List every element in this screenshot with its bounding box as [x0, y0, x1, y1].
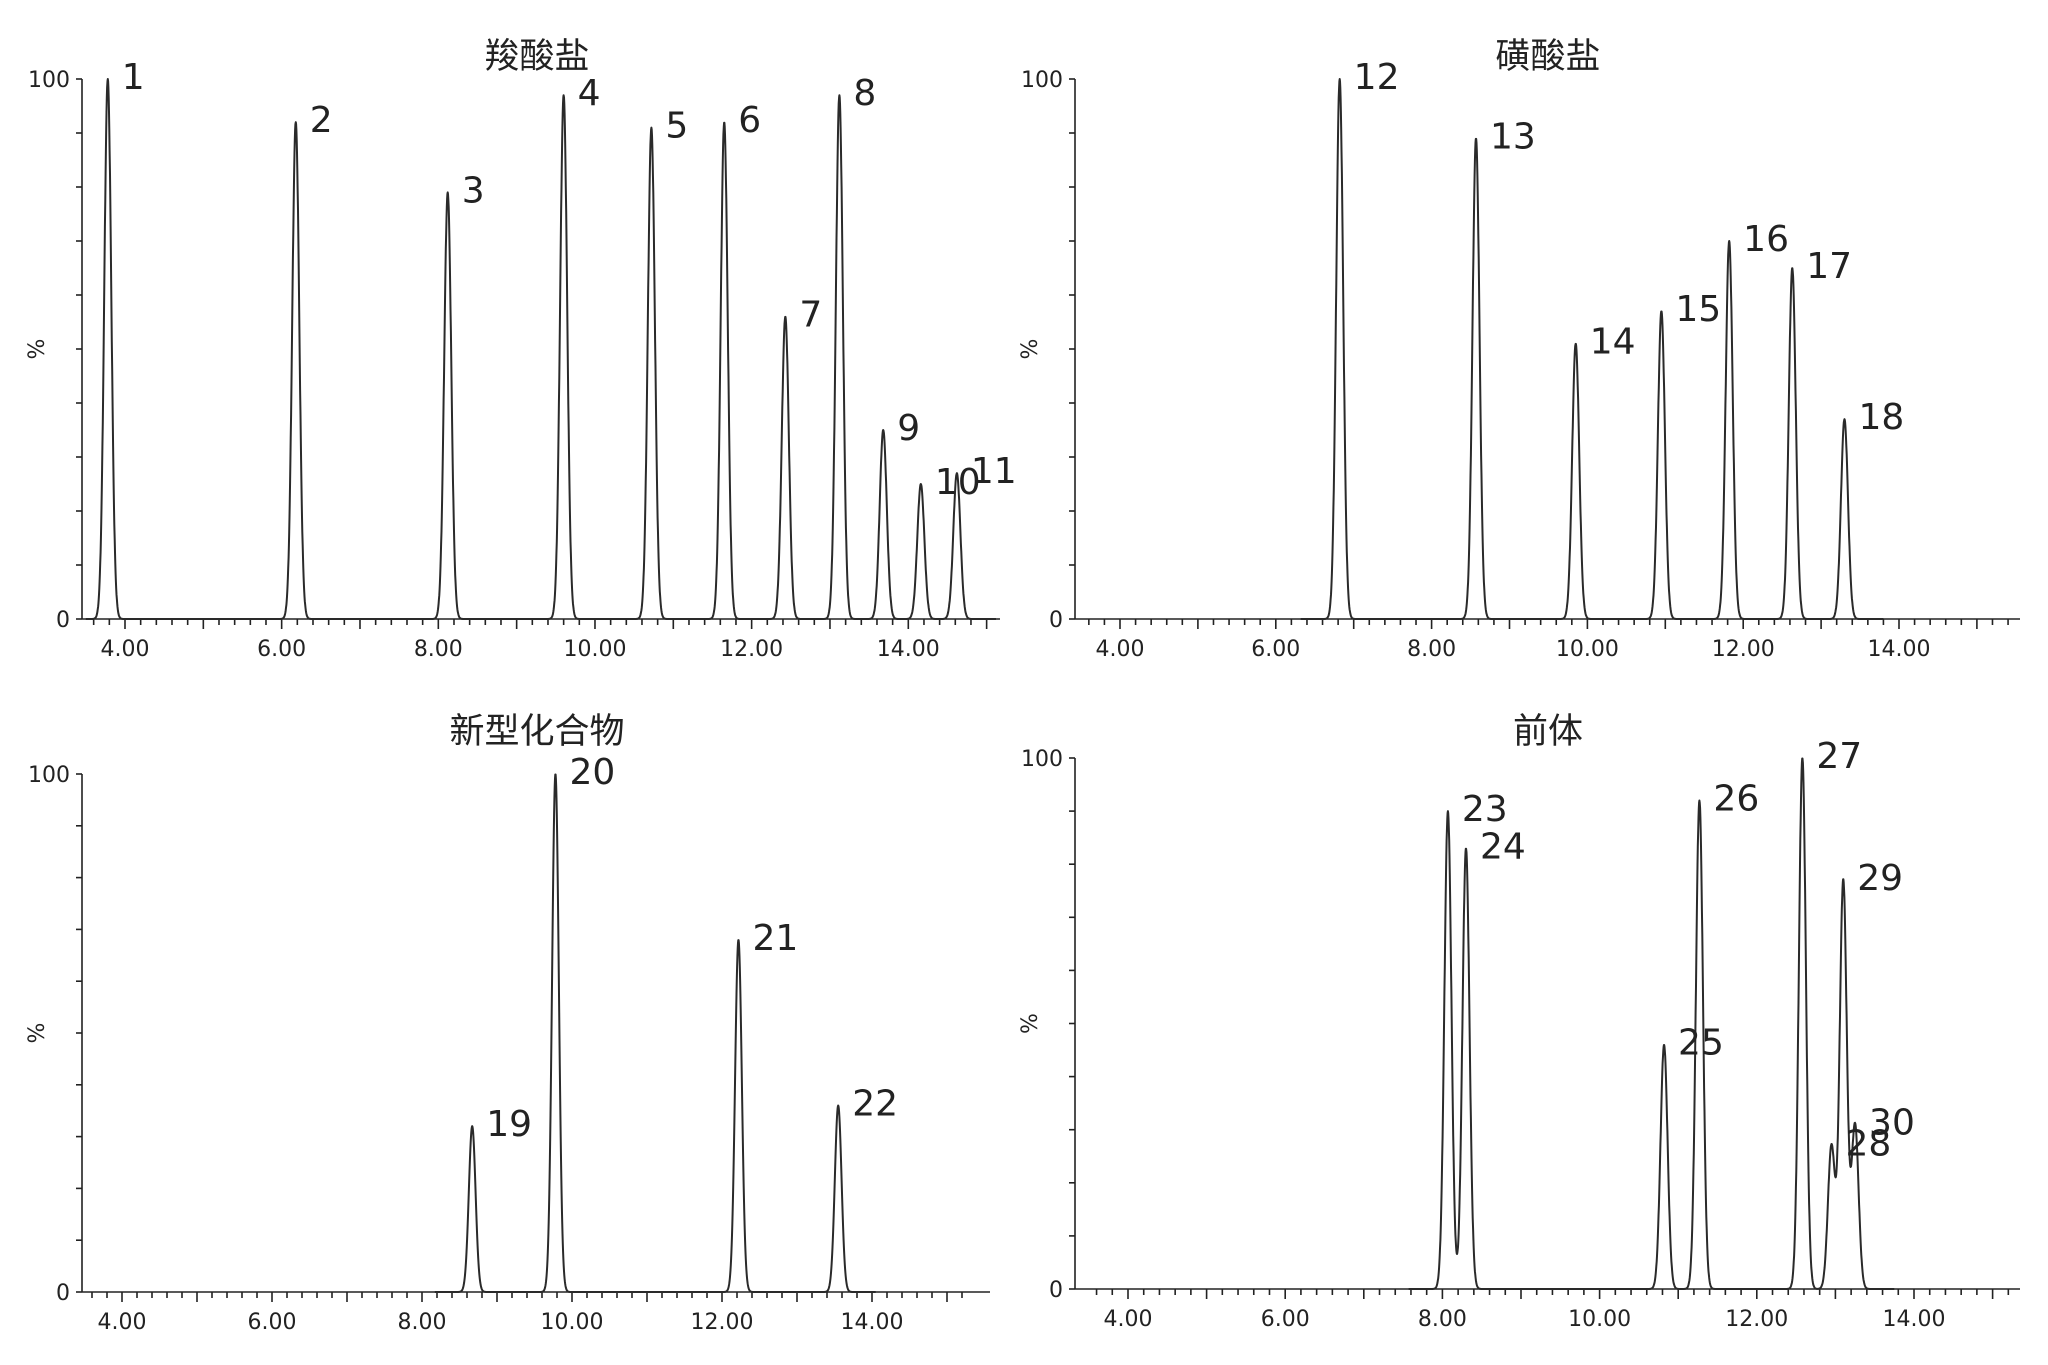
peak-label: 12: [1354, 57, 1400, 98]
peak-label: 19: [486, 1104, 532, 1145]
y-tick-label: 0: [1049, 1278, 1063, 1303]
peak-label: 5: [665, 106, 688, 147]
panel-title: 前体: [1513, 712, 1583, 752]
peak-label: 29: [1857, 858, 1903, 899]
panel-title: 磺酸盐: [1495, 37, 1600, 77]
peak-label: 1: [122, 57, 145, 98]
peak-label: 11: [971, 451, 1017, 492]
peak-label: 2: [310, 100, 333, 141]
x-tick-label: 6.00: [248, 1310, 297, 1335]
x-tick-label: 8.00: [414, 637, 463, 662]
peak-label: 30: [1869, 1102, 1915, 1143]
panel-1: 羧酸盐 0 100% 4.00 6.00 8.00 10.00 12.00 14.00 1 2 3 4 5…: [25, 37, 1017, 662]
peak-label: 24: [1480, 826, 1526, 867]
x-tick-label: 14.00: [841, 1310, 904, 1335]
panel-3: 新型化合物 0 100% 4.00 6.00 8.00 10.00 12.00 14.00 19 2…: [25, 712, 990, 1335]
x-tick-label: 14.00: [877, 637, 940, 662]
x-tick-label: 6.00: [1251, 637, 1300, 662]
x-tick-label: 4.00: [1096, 637, 1145, 662]
peak-label: 25: [1678, 1023, 1724, 1064]
peak-label: 16: [1743, 219, 1789, 260]
y-tick-label: 0: [1049, 608, 1063, 633]
peak-label: 22: [852, 1084, 898, 1125]
peak-label: 14: [1590, 322, 1636, 363]
x-tick-label: 14.00: [1883, 1307, 1946, 1332]
x-tick-label: 8.00: [1407, 637, 1456, 662]
panel-title: 羧酸盐: [484, 37, 589, 77]
x-tick-label: 10.00: [1556, 637, 1619, 662]
peak-label: 26: [1713, 778, 1759, 819]
peak-label: 13: [1490, 116, 1536, 157]
peak-label: 15: [1675, 289, 1721, 330]
y-tick-label: 0: [56, 608, 70, 633]
peak-label: 21: [753, 918, 799, 959]
peak-label: 4: [578, 73, 601, 114]
y-tick-label: 0: [56, 1281, 70, 1306]
y-tick-label: 100: [28, 763, 70, 788]
x-tick-label: 10.00: [563, 637, 626, 662]
y-tick-label: 100: [1021, 747, 1063, 772]
peak-label: 17: [1806, 246, 1852, 287]
peak-label: 6: [738, 100, 761, 141]
x-tick-label: 4.00: [101, 637, 150, 662]
peak-label: 8: [853, 73, 876, 114]
x-tick-label: 6.00: [257, 637, 306, 662]
x-tick-label: 14.00: [1868, 637, 1931, 662]
peak-label: 28: [1845, 1124, 1891, 1165]
y-axis-label: %: [25, 339, 50, 360]
peak-label: 7: [799, 295, 822, 336]
y-axis-label: %: [1018, 339, 1043, 360]
peak-label: 20: [570, 752, 616, 793]
x-tick-label: 8.00: [398, 1310, 447, 1335]
x-tick-label: 10.00: [1568, 1307, 1631, 1332]
x-tick-label: 4.00: [98, 1310, 147, 1335]
chromatogram-trace: [434, 773, 877, 1293]
peak-label: 3: [462, 170, 485, 211]
peak-label: 10: [935, 462, 981, 503]
peak-label: 9: [897, 408, 920, 449]
y-axis-label: %: [1018, 1013, 1043, 1034]
panel-title: 新型化合物: [449, 712, 624, 752]
x-tick-label: 6.00: [1261, 1307, 1310, 1332]
x-tick-label: 4.00: [1104, 1307, 1153, 1332]
x-tick-label: 12.00: [720, 637, 783, 662]
peak-label: 23: [1462, 789, 1508, 830]
y-tick-label: 100: [28, 68, 70, 93]
x-tick-label: 10.00: [541, 1310, 604, 1335]
x-tick-label: 12.00: [1712, 637, 1775, 662]
x-tick-label: 12.00: [691, 1310, 754, 1335]
y-axis-label: %: [25, 1023, 50, 1044]
y-tick-label: 100: [1021, 68, 1063, 93]
chromatogram-trace: [1407, 757, 1895, 1290]
x-tick-label: 8.00: [1418, 1307, 1467, 1332]
chromatogram-trace: [1300, 78, 1885, 620]
peak-label: 18: [1858, 397, 1904, 438]
x-tick-label: 12.00: [1725, 1307, 1788, 1332]
peak-label: 27: [1816, 736, 1862, 777]
panel-2: 磺酸盐 0 100% 4.00 6.00 8.00 10.00 12.00 14.00 12 13 1…: [1018, 37, 2020, 662]
chromatogram-trace: [85, 78, 997, 620]
